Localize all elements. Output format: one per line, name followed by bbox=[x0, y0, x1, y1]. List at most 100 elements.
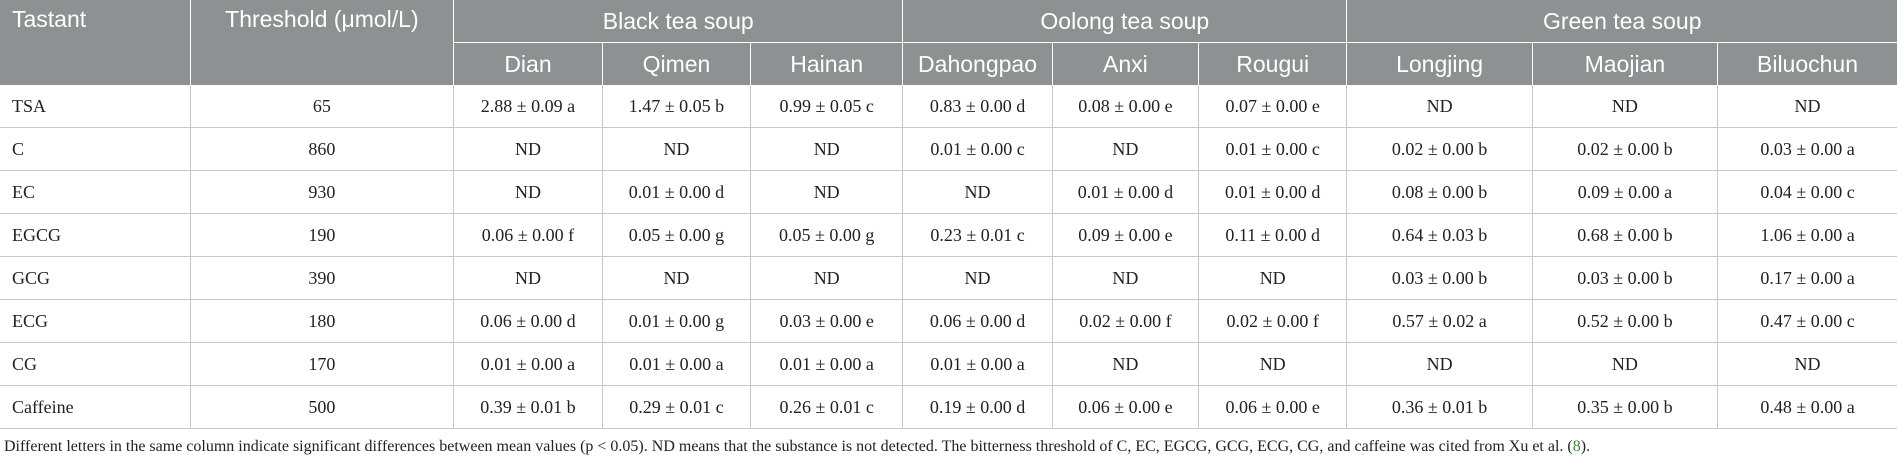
row-tastant-name: TSA bbox=[0, 85, 191, 128]
table-cell: ND bbox=[1198, 256, 1348, 300]
table-cell: ND bbox=[1532, 85, 1719, 128]
header-row-subcols: Dian Qimen Hainan Dahongpao Anxi Rougui … bbox=[0, 42, 1897, 85]
table-cell: 0.06 ± 0.00 f bbox=[453, 213, 603, 257]
row-tastant-name: GCG bbox=[0, 256, 191, 300]
table-cell: 0.11 ± 0.00 d bbox=[1198, 213, 1348, 257]
table-cell: 0.01 ± 0.00 a bbox=[902, 342, 1053, 386]
table-cell: 0.03 ± 0.00 b bbox=[1532, 256, 1719, 300]
table-cell: ND bbox=[750, 256, 904, 300]
header-group-green: Green tea soup bbox=[1346, 0, 1897, 43]
row-threshold: 930 bbox=[190, 170, 455, 214]
table-cell: 0.29 ± 0.01 c bbox=[602, 385, 752, 429]
table-cell: ND bbox=[1346, 85, 1533, 128]
table-cell: ND bbox=[453, 170, 603, 214]
table-container: Tastant Threshold (μmol/L) Black tea sou… bbox=[0, 0, 1897, 456]
table-cell: 0.48 ± 0.00 a bbox=[1717, 385, 1897, 429]
table-cell: 0.35 ± 0.00 b bbox=[1532, 385, 1719, 429]
table-cell: 0.07 ± 0.00 e bbox=[1198, 85, 1348, 128]
footnote: Different letters in the same column ind… bbox=[0, 429, 1897, 456]
table-cell: 0.03 ± 0.00 b bbox=[1346, 256, 1533, 300]
table-cell: 0.83 ± 0.00 d bbox=[902, 85, 1053, 128]
table-cell: 0.17 ± 0.00 a bbox=[1717, 256, 1897, 300]
table-cell: 0.05 ± 0.00 g bbox=[750, 213, 904, 257]
table-cell: 1.06 ± 0.00 a bbox=[1717, 213, 1897, 257]
table-cell: ND bbox=[902, 170, 1053, 214]
table-cell: 0.09 ± 0.00 a bbox=[1532, 170, 1719, 214]
table-cell: ND bbox=[1346, 342, 1533, 386]
row-tastant-name: EC bbox=[0, 170, 191, 214]
table-cell: 0.02 ± 0.00 f bbox=[1198, 299, 1348, 343]
row-threshold: 860 bbox=[190, 127, 455, 171]
table-cell: 0.02 ± 0.00 f bbox=[1052, 299, 1199, 343]
table-cell: 0.01 ± 0.00 d bbox=[602, 170, 752, 214]
table-cell: 0.52 ± 0.00 b bbox=[1532, 299, 1719, 343]
table-cell: ND bbox=[1052, 127, 1199, 171]
table-row: CG 170 0.01 ± 0.00 a 0.01 ± 0.00 a 0.01 ± 0.… bbox=[0, 342, 1897, 386]
table-cell: 0.01 ± 0.00 c bbox=[902, 127, 1053, 171]
header-tastant: Tastant bbox=[0, 0, 191, 85]
table-row: EGCG 190 0.06 ± 0.00 f 0.05 ± 0.00 g 0.05 ± … bbox=[0, 213, 1897, 257]
row-tastant-name: Caffeine bbox=[0, 385, 191, 429]
table-cell: 0.23 ± 0.01 c bbox=[902, 213, 1053, 257]
row-tastant-name: ECG bbox=[0, 299, 191, 343]
table-cell: 0.01 ± 0.00 a bbox=[602, 342, 752, 386]
table-cell: 0.26 ± 0.01 c bbox=[750, 385, 904, 429]
table-cell: 0.06 ± 0.00 d bbox=[453, 299, 603, 343]
table-cell: 0.99 ± 0.05 c bbox=[750, 85, 904, 128]
row-threshold: 190 bbox=[190, 213, 455, 257]
footnote-tail: ). bbox=[1580, 438, 1591, 455]
table-cell: 0.01 ± 0.00 a bbox=[750, 342, 904, 386]
table-row: GCG 390 ND ND ND ND ND ND 0.03 ± 0.00 b 0.03 ± 0.… bbox=[0, 256, 1897, 300]
table-cell: 0.06 ± 0.00 e bbox=[1052, 385, 1199, 429]
header-sub-biluochun: Biluochun bbox=[1717, 42, 1897, 85]
table-cell: 0.08 ± 0.00 b bbox=[1346, 170, 1533, 214]
table-cell: 0.03 ± 0.00 e bbox=[750, 299, 904, 343]
table-cell: 0.08 ± 0.00 e bbox=[1052, 85, 1199, 128]
row-threshold: 180 bbox=[190, 299, 455, 343]
table-cell: 2.88 ± 0.09 a bbox=[453, 85, 603, 128]
table-cell: ND bbox=[602, 127, 752, 171]
table-cell: ND bbox=[1052, 342, 1199, 386]
table-cell: ND bbox=[602, 256, 752, 300]
table-cell: 0.64 ± 0.03 b bbox=[1346, 213, 1533, 257]
header-sub-hainan: Hainan bbox=[750, 42, 904, 85]
table-cell: 0.36 ± 0.01 b bbox=[1346, 385, 1533, 429]
table-cell: 0.01 ± 0.00 g bbox=[602, 299, 752, 343]
table-cell: 0.01 ± 0.00 a bbox=[453, 342, 603, 386]
table-row: Caffeine 500 0.39 ± 0.01 b 0.29 ± 0.01 c 0.2… bbox=[0, 385, 1897, 429]
table-cell: ND bbox=[1198, 342, 1348, 386]
row-threshold: 65 bbox=[190, 85, 455, 128]
header-group-black: Black tea soup bbox=[453, 0, 904, 43]
row-tastant-name: EGCG bbox=[0, 213, 191, 257]
header-sub-rougui: Rougui bbox=[1198, 42, 1348, 85]
table-cell: 0.02 ± 0.00 b bbox=[1532, 127, 1719, 171]
header-group-oolong: Oolong tea soup bbox=[902, 0, 1348, 43]
row-tastant-name: CG bbox=[0, 342, 191, 386]
table-cell: 0.19 ± 0.00 d bbox=[902, 385, 1053, 429]
footnote-text: Different letters in the same column ind… bbox=[4, 438, 1573, 455]
table-cell: 0.03 ± 0.00 a bbox=[1717, 127, 1897, 171]
table-cell: 0.09 ± 0.00 e bbox=[1052, 213, 1199, 257]
table-cell: ND bbox=[453, 127, 603, 171]
table-cell: 0.39 ± 0.01 b bbox=[453, 385, 603, 429]
header-sub-maojian: Maojian bbox=[1532, 42, 1719, 85]
row-threshold: 170 bbox=[190, 342, 455, 386]
footnote-ref-link[interactable]: 8 bbox=[1572, 438, 1581, 455]
header-sub-qimen: Qimen bbox=[602, 42, 752, 85]
table-row: ECG 180 0.06 ± 0.00 d 0.01 ± 0.00 g 0.03 ± 0… bbox=[0, 299, 1897, 343]
header-sub-longjing: Longjing bbox=[1346, 42, 1533, 85]
table-cell: 0.47 ± 0.00 c bbox=[1717, 299, 1897, 343]
table-cell: 0.68 ± 0.00 b bbox=[1532, 213, 1719, 257]
table-cell: 0.01 ± 0.00 c bbox=[1198, 127, 1348, 171]
row-tastant-name: C bbox=[0, 127, 191, 171]
table-body: TSA 65 2.88 ± 0.09 a 1.47 ± 0.05 b 0.99 ± 0.… bbox=[0, 85, 1897, 429]
table-cell: 0.57 ± 0.02 a bbox=[1346, 299, 1533, 343]
table-cell: ND bbox=[453, 256, 603, 300]
table-cell: 0.06 ± 0.00 e bbox=[1198, 385, 1348, 429]
header-sub-dahongpao: Dahongpao bbox=[902, 42, 1053, 85]
table-cell: 0.04 ± 0.00 c bbox=[1717, 170, 1897, 214]
table-cell: 0.02 ± 0.00 b bbox=[1346, 127, 1533, 171]
data-table: Tastant Threshold (μmol/L) Black tea sou… bbox=[0, 0, 1897, 429]
table-cell: ND bbox=[750, 170, 904, 214]
header-sub-anxi: Anxi bbox=[1052, 42, 1199, 85]
